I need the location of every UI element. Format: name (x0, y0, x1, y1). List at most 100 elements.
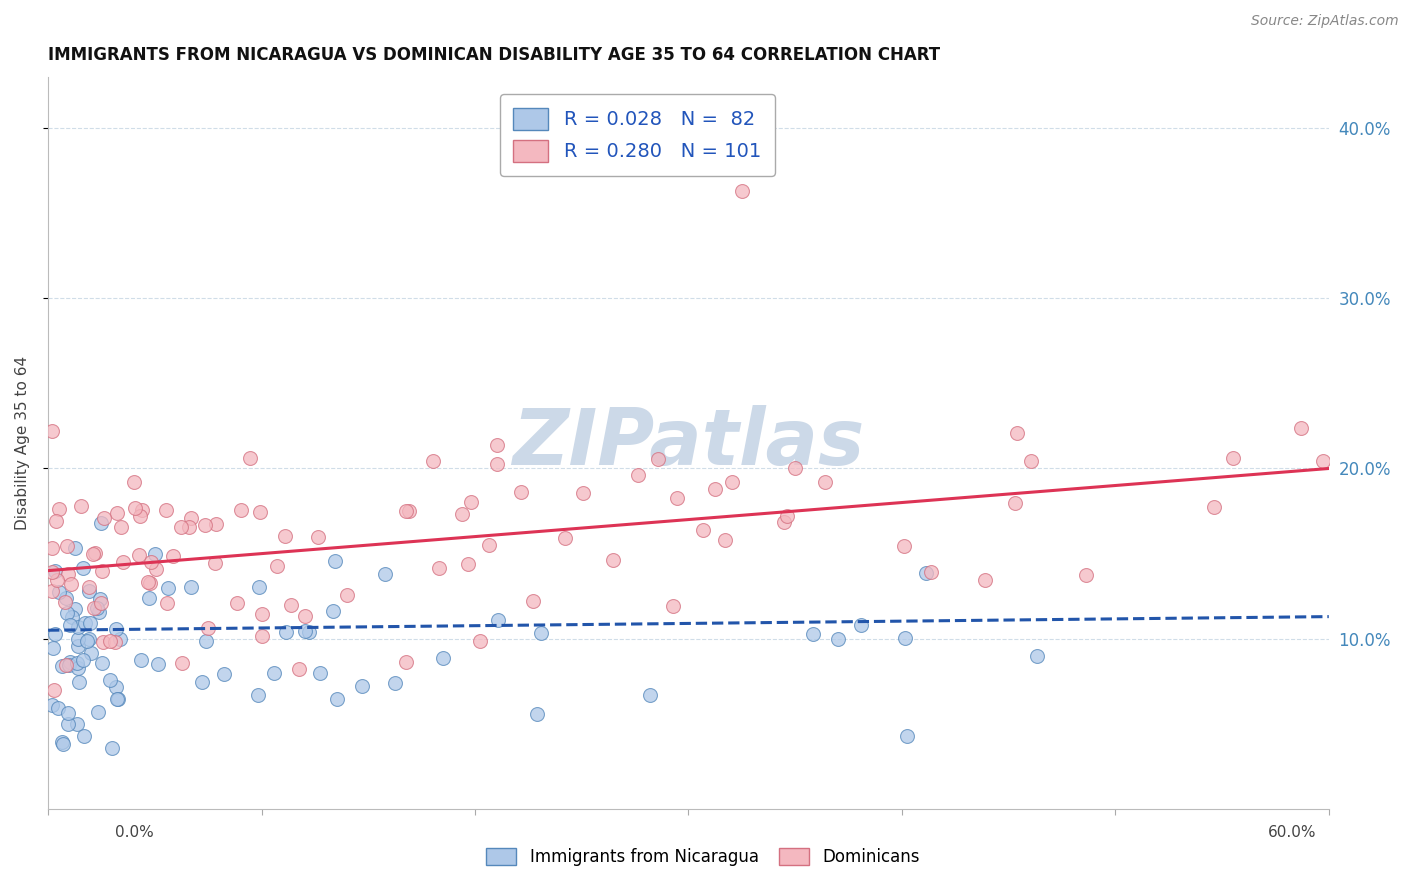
Point (44, 627, 66, 641)
Point (395, 504, 418, 518)
Point (1074, 568, 1097, 582)
Point (59, 617, 82, 632)
Point (162, 549, 184, 563)
Point (105, 506, 128, 520)
Point (250, 607, 273, 621)
Point (894, 632, 917, 646)
Point (41, 424, 63, 438)
Point (457, 557, 479, 571)
Point (297, 624, 319, 639)
Point (66, 660, 89, 674)
Point (225, 596, 247, 610)
Point (131, 653, 153, 667)
Point (128, 548, 150, 562)
Point (1004, 495, 1026, 509)
Point (48, 585, 70, 599)
Point (704, 483, 727, 497)
Point (180, 580, 202, 594)
Point (100, 741, 122, 756)
Point (1202, 500, 1225, 514)
Point (145, 547, 167, 561)
Point (42, 641, 65, 656)
Point (41, 566, 63, 580)
Point (692, 523, 714, 537)
Point (104, 635, 127, 649)
Point (1019, 454, 1042, 468)
Point (783, 460, 806, 475)
Point (432, 651, 454, 665)
Point (90, 516, 112, 531)
Point (350, 679, 373, 693)
Point (662, 599, 685, 614)
Point (55, 591, 77, 605)
Point (374, 567, 396, 582)
Point (46, 573, 69, 587)
Point (93, 510, 115, 524)
Point (98, 673, 121, 687)
Point (195, 633, 218, 648)
Point (204, 556, 226, 570)
Point (249, 505, 271, 519)
Point (714, 533, 737, 547)
Point (48, 700, 70, 714)
Point (193, 518, 215, 533)
Point (526, 706, 548, 721)
Point (82, 547, 104, 561)
Point (627, 468, 650, 483)
Point (915, 566, 938, 580)
Point (73, 729, 96, 743)
Point (1312, 454, 1334, 468)
Point (486, 457, 509, 471)
Legend: Immigrants from Nicaragua, Dominicans: Immigrants from Nicaragua, Dominicans (479, 841, 927, 873)
Text: IMMIGRANTS FROM NICARAGUA VS DOMINICAN DISABILITY AGE 35 TO 64 CORRELATION CHART: IMMIGRANTS FROM NICARAGUA VS DOMINICAN D… (48, 46, 941, 64)
Point (63, 541, 86, 555)
Point (77, 632, 100, 646)
Point (138, 576, 160, 591)
Point (920, 565, 942, 579)
Point (48, 502, 70, 516)
Point (602, 553, 624, 567)
Point (326, 692, 349, 706)
Point (422, 454, 444, 468)
Point (893, 540, 915, 554)
Point (67, 639, 90, 653)
Point (522, 594, 544, 608)
Point (139, 556, 162, 570)
Point (294, 608, 316, 623)
Point (172, 657, 194, 671)
Point (1289, 420, 1312, 434)
Point (274, 624, 297, 639)
Legend: R = 0.028   N =  82, R = 0.280   N = 101: R = 0.028 N = 82, R = 0.280 N = 101 (499, 94, 775, 176)
Point (478, 538, 501, 552)
Text: 0.0%: 0.0% (115, 825, 155, 839)
Point (266, 559, 288, 574)
Point (51, 734, 73, 748)
Point (827, 632, 849, 647)
Point (427, 561, 450, 575)
Point (86, 601, 108, 615)
Text: ZIPatlas: ZIPatlas (512, 405, 865, 481)
Point (896, 729, 918, 743)
Point (45, 514, 67, 528)
Point (67, 675, 90, 690)
Point (247, 580, 270, 594)
Point (274, 529, 297, 543)
Point (205, 516, 228, 531)
Point (155, 503, 177, 517)
Point (294, 624, 316, 638)
Point (107, 692, 129, 706)
Point (76, 634, 98, 648)
Point (84, 546, 107, 560)
Point (66, 656, 89, 670)
Point (145, 562, 167, 576)
Point (90, 656, 112, 670)
Point (87, 605, 110, 619)
Point (75, 616, 97, 631)
Point (111, 555, 134, 569)
Point (60, 609, 83, 624)
Point (58, 706, 80, 720)
Point (77, 580, 100, 594)
Point (77, 584, 100, 599)
Point (572, 485, 595, 500)
Text: Source: ZipAtlas.com: Source: ZipAtlas.com (1251, 14, 1399, 28)
